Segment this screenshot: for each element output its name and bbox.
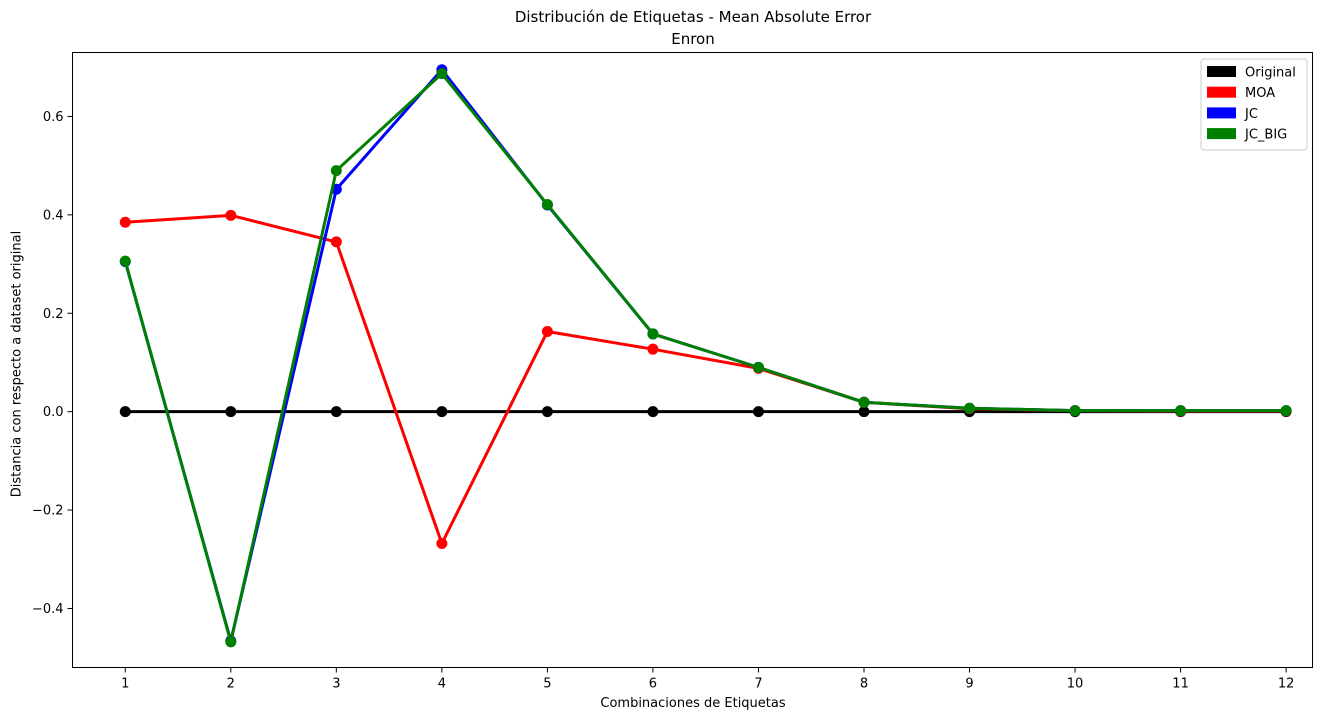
x-tick-label: 1 [121, 677, 129, 692]
data-point-jc-big [541, 199, 553, 211]
data-point-jc-big [1175, 405, 1187, 417]
legend-item-original: Original [1207, 66, 1296, 81]
x-tick-label: 7 [754, 677, 762, 692]
data-point-jc-big [1069, 405, 1081, 417]
series-jc-big [119, 68, 1292, 648]
axis-ticks: 1 2 3 4 5 6 7 8 9 10 11 12−0.4−0.20.00.20.40.6 [32, 110, 1294, 692]
data-point-original [752, 406, 764, 418]
data-point-jc-big [225, 636, 237, 648]
series-line-jc [123, 68, 1287, 643]
data-point-jc-big [119, 255, 131, 267]
y-tick-label: 0.2 [43, 307, 64, 322]
data-point-jc-big [330, 165, 342, 177]
legend-label: JC [1244, 107, 1258, 122]
y-tick-label: 0.6 [43, 110, 64, 125]
data-point-original [436, 406, 448, 418]
legend-label: MOA [1245, 86, 1275, 101]
data-point-moa [647, 343, 659, 355]
chart-subtitle: Enron [671, 30, 715, 48]
legend-frame [1200, 58, 1308, 151]
series-layer [119, 64, 1292, 648]
data-point-moa [436, 538, 448, 550]
y-tick-label: 0.0 [43, 405, 64, 420]
data-point-original [330, 406, 342, 418]
data-point-jc-big [964, 402, 976, 414]
x-axis-label: Combinaciones de Etiquetas [600, 696, 786, 711]
x-tick-label: 8 [860, 677, 868, 692]
x-tick-label: 4 [438, 677, 446, 692]
legend: Original MOA JC JC_BIG [1200, 58, 1308, 151]
legend-swatch [1207, 66, 1236, 77]
legend-swatch [1207, 107, 1236, 119]
data-point-moa [119, 216, 131, 228]
x-tick-label: 5 [543, 677, 551, 692]
legend-item-jc: JC [1207, 107, 1258, 122]
chart-title: Distribución de Etiquetas - Mean Absolut… [514, 8, 872, 26]
x-tick-label: 9 [965, 677, 973, 692]
series-moa [119, 209, 1292, 550]
x-tick-label: 6 [649, 677, 657, 692]
legend-swatch [1207, 86, 1236, 98]
series-line-moa [125, 213, 1287, 546]
series-line-jc-big [123, 72, 1287, 644]
legend-swatch [1207, 128, 1236, 140]
data-point-original [858, 406, 870, 418]
y-tick-label: −0.2 [32, 504, 64, 519]
data-point-original [541, 406, 553, 418]
data-point-jc-big [436, 68, 448, 80]
data-point-jc-big [858, 396, 870, 408]
y-axis-label: Distancia con respecto a dataset origina… [9, 230, 25, 498]
data-point-jc-big [1280, 405, 1292, 417]
data-point-original [119, 406, 131, 418]
legend-item-jc-big: JC_BIG [1207, 128, 1287, 143]
y-tick-label: 0.4 [43, 208, 64, 223]
data-point-moa [225, 209, 237, 221]
data-point-jc-big [752, 361, 764, 373]
data-point-original [225, 406, 237, 418]
data-point-moa [541, 325, 553, 337]
legend-label: JC_BIG [1244, 128, 1287, 143]
data-point-original [647, 406, 659, 418]
data-point-jc-big [647, 328, 659, 340]
legend-item-moa: MOA [1207, 86, 1275, 101]
x-tick-label: 3 [332, 677, 340, 692]
x-tick-label: 12 [1278, 677, 1295, 692]
axes-frame [72, 52, 1313, 668]
x-tick-label: 10 [1067, 677, 1084, 692]
y-tick-label: −0.4 [32, 602, 64, 617]
legend-label: Original [1245, 66, 1296, 81]
x-tick-label: 2 [227, 677, 235, 692]
x-tick-label: 11 [1172, 677, 1189, 692]
data-point-moa [330, 236, 342, 248]
